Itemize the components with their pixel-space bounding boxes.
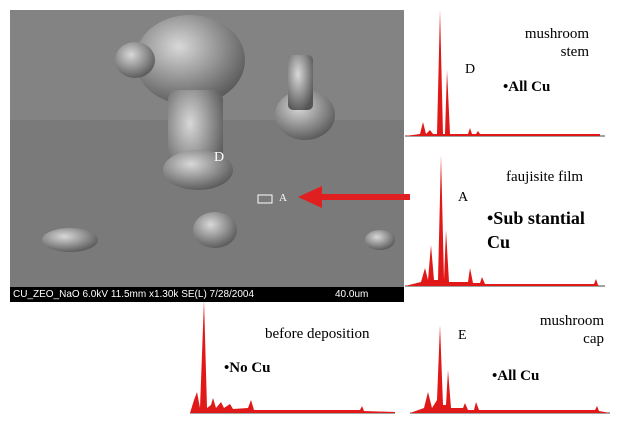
sem-label: D [214, 150, 224, 166]
text-line: •Sub stantial [487, 206, 585, 230]
text-line: Cu [487, 230, 585, 254]
sem-label: A [279, 192, 287, 204]
spectrum-label: D [465, 62, 475, 78]
sem-scale: 40.0um [335, 289, 368, 300]
spectrum-label: E [458, 328, 467, 344]
spectrum-note: •No Cu [224, 360, 271, 377]
spectrum-label: A [458, 190, 468, 206]
figure: CU_ZEO_NaO 6.0kV 11.5mm x1.30k SE(L) 7/2… [0, 0, 633, 421]
text-line: faujisite film [506, 168, 583, 186]
sem-caption: CU_ZEO_NaO 6.0kV 11.5mm x1.30k SE(L) 7/2… [13, 289, 254, 300]
text-line: cap [540, 330, 604, 348]
spectrum-title: before deposition [265, 325, 370, 343]
spectrum-note: •All Cu [503, 79, 550, 96]
text-line: mushroom [525, 25, 589, 43]
spectrum-note: •All Cu [492, 368, 539, 385]
text-line: before deposition [265, 325, 370, 343]
text-line: mushroom [540, 312, 604, 330]
text-line: stem [525, 43, 589, 61]
spectrum-title: faujisite film [506, 168, 583, 186]
